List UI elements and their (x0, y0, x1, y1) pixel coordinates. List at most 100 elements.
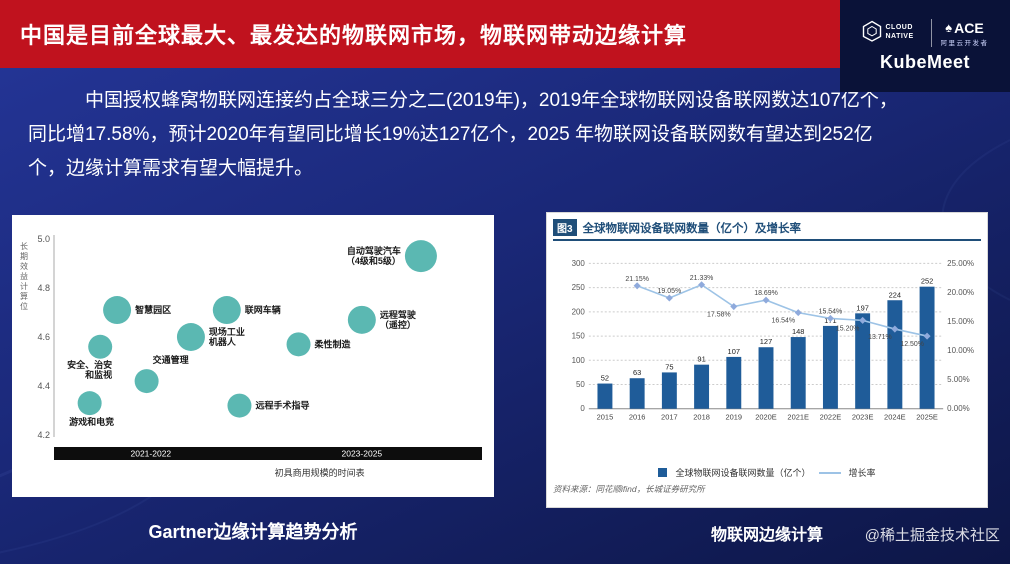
svg-text:224: 224 (889, 290, 901, 299)
line-legend-label: 增长率 (848, 468, 876, 478)
svg-text:长: 长 (20, 241, 28, 251)
svg-text:200: 200 (572, 307, 586, 316)
svg-text:21.15%: 21.15% (625, 276, 649, 283)
svg-text:4.2: 4.2 (37, 430, 50, 440)
svg-text:2021E: 2021E (787, 413, 809, 422)
svg-text:初具商用规模的时间表: 初具商用规模的时间表 (275, 467, 365, 478)
watermark: @稀土掘金技术社区 (864, 527, 1000, 544)
svg-text:252: 252 (921, 277, 933, 286)
svg-text:计: 计 (20, 281, 28, 291)
svg-text:（4级和5级）: （4级和5级） (346, 255, 401, 266)
svg-text:197: 197 (856, 303, 868, 312)
svg-text:2016: 2016 (629, 413, 646, 422)
svg-text:2017: 2017 (661, 413, 678, 422)
page-title: 中国是目前全球最大、最发达的物联网市场，物联网带动边缘计算 (20, 23, 688, 48)
svg-text:18.69%: 18.69% (754, 290, 778, 297)
svg-text:2018: 2018 (693, 413, 710, 422)
svg-text:150: 150 (572, 332, 586, 341)
svg-text:12.50%: 12.50% (900, 341, 924, 348)
iot-bar-line-chart: 0 50 100 150 200 250 300 0.00% 5.00% 10.00% 15.00%… (572, 259, 975, 422)
svg-text:10.00%: 10.00% (947, 346, 974, 355)
svg-text:0: 0 (580, 404, 585, 413)
svg-text:5.00%: 5.00% (947, 375, 970, 384)
bar-legend-label: 全球物联网设备联网数量（亿个） (675, 468, 811, 478)
svg-text:2022E: 2022E (820, 413, 842, 422)
figure-tag: 图3 (553, 219, 577, 236)
svg-text:益: 益 (20, 271, 28, 281)
spade-icon: ♠ (945, 20, 953, 35)
gartner-chart-panel: 长期效益计算位 4.2 4.4 4.6 4.8 5.0 智慧园区 安全、治安 和监视 游戏和电竞 交… (12, 215, 494, 497)
left-chart-caption: Gartner边缘计算趋势分析 (148, 522, 358, 542)
svg-text:交通管理: 交通管理 (153, 354, 189, 365)
svg-text:15.54%: 15.54% (819, 308, 843, 315)
svg-text:91: 91 (697, 355, 705, 364)
svg-text:（遥控）: （遥控） (380, 319, 416, 330)
svg-text:2019: 2019 (725, 413, 742, 422)
svg-text:2024E: 2024E (884, 413, 906, 422)
svg-text:5.0: 5.0 (37, 234, 50, 244)
cloud-native-hexagon-icon (862, 20, 882, 47)
cloud-native-wordmark: CLOUD NATIVE (885, 24, 914, 40)
svg-text:智慧园区: 智慧园区 (135, 304, 171, 315)
svg-text:2023E: 2023E (852, 413, 874, 422)
svg-text:15.00%: 15.00% (947, 317, 974, 326)
svg-text:位: 位 (20, 301, 28, 311)
svg-text:250: 250 (572, 283, 586, 292)
svg-text:2025E: 2025E (916, 413, 938, 422)
svg-text:25.00%: 25.00% (947, 259, 974, 268)
svg-text:4.6: 4.6 (37, 332, 50, 342)
svg-text:15.20%: 15.20% (836, 325, 860, 332)
svg-text:自动驾驶汽车: 自动驾驶汽车 (347, 245, 401, 256)
ace-wordmark-row: ♠ ACE (945, 20, 983, 36)
body-paragraph: 中国授权蜂窝物联网连接约占全球三分之二(2019年)，2019年全球物联网设备联… (28, 90, 898, 180)
svg-text:远程手术指导: 远程手术指导 (255, 400, 309, 411)
svg-text:机器人: 机器人 (209, 336, 237, 347)
svg-text:柔性制造: 柔性制造 (314, 338, 352, 349)
svg-text:安全、治安: 安全、治安 (67, 359, 112, 370)
svg-text:算: 算 (20, 291, 28, 301)
svg-text:0.00%: 0.00% (947, 404, 970, 413)
svg-text:联网车辆: 联网车辆 (245, 304, 281, 315)
iot-chart-panel: 图3 全球物联网设备联网数量（亿个）及增长率 0 50 100 150 200 250 30… (546, 212, 988, 508)
svg-text:现场工业: 现场工业 (209, 326, 245, 337)
svg-text:13.71%: 13.71% (868, 334, 892, 341)
svg-text:期: 期 (20, 252, 28, 261)
chart-legend: 全球物联网设备联网数量（亿个） 增长率 (553, 466, 981, 479)
line-legend-swatch-icon (818, 471, 841, 474)
svg-text:300: 300 (572, 259, 586, 268)
svg-text:75: 75 (665, 362, 673, 371)
svg-text:50: 50 (576, 380, 585, 389)
svg-text:2020E: 2020E (755, 413, 777, 422)
svg-text:127: 127 (760, 337, 772, 346)
svg-text:21.33%: 21.33% (690, 275, 714, 282)
source-note: 资料来源：同花顺ifind，长城证券研究所 (553, 484, 705, 494)
svg-text:100: 100 (572, 356, 586, 365)
svg-text:19.05%: 19.05% (658, 288, 682, 295)
svg-text:和监视: 和监视 (84, 369, 112, 380)
svg-text:远程驾驶: 远程驾驶 (380, 309, 417, 320)
kubemeet-wordmark: KubeMeet (879, 52, 970, 72)
figure-title: 全球物联网设备联网数量（亿个）及增长率 (582, 222, 802, 235)
svg-text:2023-2025: 2023-2025 (342, 449, 383, 459)
svg-text:2015: 2015 (597, 413, 614, 422)
svg-text:20.00%: 20.00% (947, 288, 974, 297)
svg-text:17.58%: 17.58% (707, 312, 731, 319)
svg-text:游戏和电竞: 游戏和电竞 (69, 416, 114, 427)
svg-text:2021-2022: 2021-2022 (131, 449, 172, 459)
svg-text:效: 效 (20, 261, 28, 271)
svg-text:107: 107 (728, 347, 740, 356)
svg-text:4.8: 4.8 (37, 283, 50, 293)
svg-text:52: 52 (601, 374, 609, 383)
ace-wordmark: ACE (954, 19, 984, 36)
logo-divider (930, 19, 932, 47)
ace-subtitle: 阿里云开发者 (940, 39, 989, 47)
svg-text:16.54%: 16.54% (771, 318, 795, 325)
svg-text:63: 63 (633, 368, 641, 377)
cloud-native-logo: CLOUD NATIVE (862, 20, 922, 47)
svg-text:148: 148 (792, 327, 804, 336)
figure-header: 图3 全球物联网设备联网数量（亿个）及增长率 (553, 219, 981, 241)
logo-row: CLOUD NATIVE ♠ ACE 阿里云开发者 (862, 19, 989, 47)
brand-area: CLOUD NATIVE ♠ ACE 阿里云开发者 KubeMeet (840, 0, 1010, 92)
